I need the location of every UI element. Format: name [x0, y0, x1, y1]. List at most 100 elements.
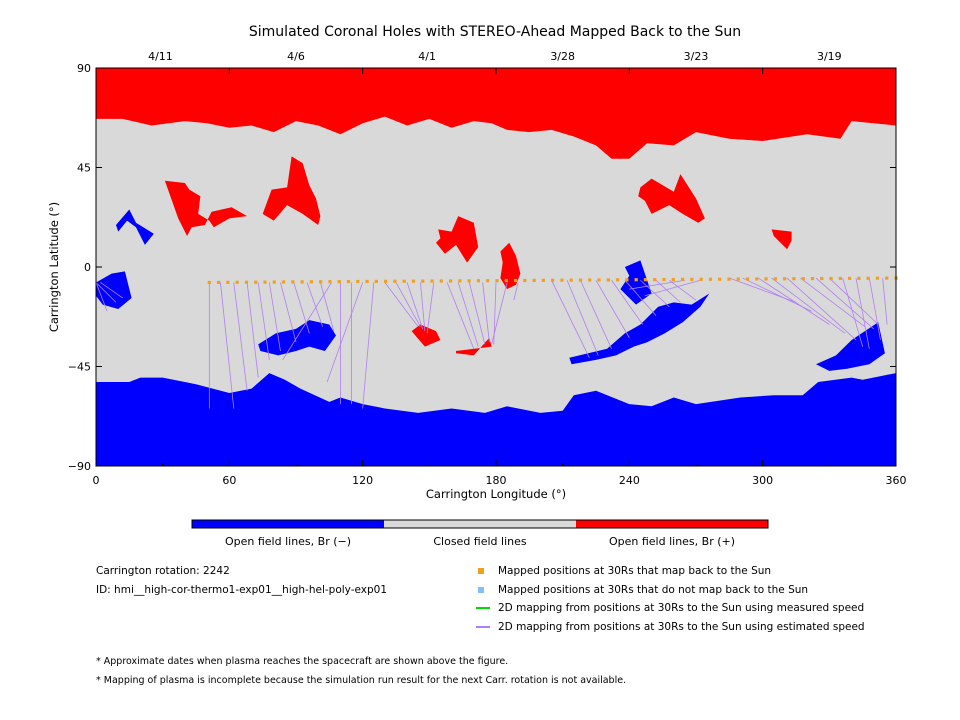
- mapped-point: [365, 279, 369, 284]
- mapped-point: [662, 277, 666, 282]
- negative-coronal-hole: [116, 209, 154, 245]
- x-axis: 0 60 120 180 240 300 360: [93, 68, 907, 487]
- mapped-point: [421, 279, 425, 283]
- mapped-point: [495, 279, 499, 283]
- mapped-point: [708, 277, 713, 281]
- y-tick-label: −90: [68, 460, 91, 473]
- mapped-point: [634, 278, 638, 282]
- colorbar-label: Open field lines, Br (+): [609, 535, 735, 548]
- x-axis-label: Carrington Longitude (°): [426, 487, 566, 501]
- x-tick-label: 360: [886, 474, 907, 487]
- carrington-rotation: Carrington rotation: 2242: [96, 565, 230, 577]
- positive-coronal-hole: [164, 180, 248, 236]
- mapped-point: [356, 279, 360, 284]
- y-tick-label: 0: [84, 261, 91, 274]
- plot-area: [95, 67, 898, 467]
- footnote: * Mapping of plasma is incomplete becaus…: [96, 675, 627, 686]
- negative-coronal-hole: [569, 293, 710, 365]
- legend-label: Mapped positions at 30Rs that map back t…: [498, 565, 772, 577]
- colorbar-segment: [576, 520, 768, 528]
- mapping-line: [233, 282, 248, 391]
- positive-coronal-hole: [456, 337, 492, 356]
- mapping-line: [326, 282, 364, 383]
- colorbar-label: Open field lines, Br (−): [225, 535, 351, 548]
- y-axis-label: Carrington Latitude (°): [47, 202, 61, 332]
- mapped-point: [736, 277, 740, 281]
- mapped-point: [217, 280, 221, 285]
- mapping-line: [406, 282, 424, 330]
- mapping-line: [468, 282, 486, 345]
- x-tick-label: 180: [486, 474, 507, 487]
- mapped-point: [281, 280, 286, 284]
- mapped-point: [875, 276, 880, 280]
- mapping-line: [268, 282, 281, 352]
- x-tick-label: 60: [222, 474, 236, 487]
- mapped-point: [411, 279, 416, 283]
- negative-coronal-hole: [816, 322, 885, 371]
- mapping-line: [629, 279, 685, 290]
- footnote: * Approximate dates when plasma reaches …: [96, 656, 509, 667]
- mapped-point: [560, 278, 564, 282]
- positive-coronal-hole: [411, 324, 441, 347]
- x-tick-label: 0: [93, 474, 100, 487]
- mapped-point: [653, 278, 657, 282]
- mapping-line: [95, 282, 108, 312]
- mapped-point: [263, 280, 267, 284]
- legend-line-marker: [476, 625, 490, 628]
- mapping-line: [257, 282, 270, 360]
- colorbar-label: Closed field lines: [433, 535, 527, 548]
- mapped-point: [207, 280, 211, 285]
- mapped-point: [569, 278, 573, 282]
- mapping-line: [320, 282, 335, 332]
- mapped-point: [513, 278, 518, 283]
- mapping-line: [293, 282, 310, 334]
- mapped-point: [254, 280, 258, 284]
- y-tick-label: −45: [68, 361, 91, 374]
- top-date-label: 3/23: [684, 50, 709, 63]
- mapped-point: [541, 278, 545, 282]
- mapping-line: [566, 280, 599, 356]
- mapping-line: [513, 282, 519, 301]
- positive-coronal-holes: [96, 68, 896, 356]
- mapped-point: [226, 280, 230, 284]
- mapped-point: [783, 277, 787, 281]
- positive-coronal-hole: [436, 216, 479, 263]
- mapping-line: [842, 277, 864, 347]
- colorbar-segment: [384, 520, 576, 528]
- colorbar: Open field lines, Br (−) Closed field lin…: [191, 519, 769, 548]
- mapped-point: [857, 276, 861, 280]
- mapped-point: [829, 276, 833, 281]
- mapped-point: [235, 280, 239, 284]
- mapping-line: [758, 277, 830, 325]
- mapped-point: [337, 280, 341, 284]
- negative-coronal-hole: [620, 260, 652, 305]
- mapping-line: [100, 282, 123, 299]
- mapped-point: [300, 280, 304, 284]
- mapped-point: [374, 279, 378, 284]
- top-date-label: 4/1: [418, 50, 436, 63]
- mapping-line: [457, 282, 479, 347]
- mapping-line: [306, 282, 324, 327]
- mapped-point: [346, 279, 351, 284]
- mapped-point: [551, 278, 555, 282]
- mapped-point: [430, 279, 434, 283]
- mapping-line: [280, 282, 297, 343]
- mapped-point: [616, 278, 620, 282]
- mapping-line: [771, 277, 846, 334]
- positive-coronal-hole: [96, 68, 896, 159]
- mapped-point: [467, 279, 471, 283]
- legend-square-marker: [478, 568, 484, 574]
- mapped-point: [773, 277, 777, 281]
- y-axis: 90 45 0 −45 −90: [68, 62, 896, 473]
- legend-label: Mapped positions at 30Rs that do not map…: [498, 583, 809, 596]
- chart-title: Simulated Coronal Holes with STEREO-Ahea…: [249, 24, 741, 40]
- legend-line-marker: [476, 607, 490, 609]
- x-tick-label: 240: [619, 474, 640, 487]
- mapped-point: [643, 278, 648, 282]
- negative-coronal-hole: [96, 373, 896, 466]
- mapped-point: [866, 276, 870, 280]
- mapping-line: [595, 280, 630, 338]
- mapped-point: [625, 278, 629, 282]
- top-date-axis: 4/11 4/6 4/1 3/28 3/23 3/19: [148, 50, 842, 63]
